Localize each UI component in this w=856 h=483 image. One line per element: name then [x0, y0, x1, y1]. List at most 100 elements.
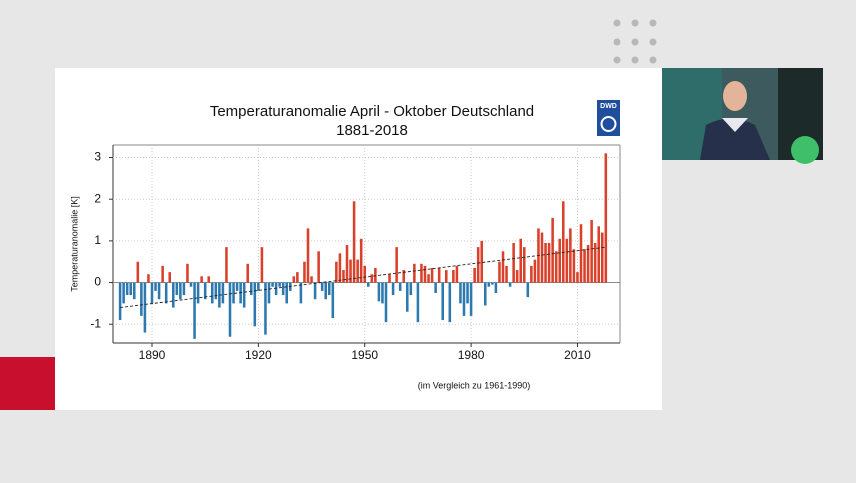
bar — [600, 232, 604, 283]
bar — [274, 282, 278, 296]
bar — [228, 282, 232, 337]
bar — [267, 282, 271, 304]
bar — [327, 282, 331, 296]
bar — [278, 282, 281, 287]
bar — [257, 282, 260, 291]
bar — [157, 282, 161, 300]
bar — [292, 276, 296, 283]
bar — [154, 282, 157, 291]
bar — [501, 251, 505, 283]
bar — [427, 274, 430, 283]
bar — [413, 263, 416, 283]
bar — [547, 242, 551, 283]
bar — [530, 265, 533, 283]
bar — [225, 247, 228, 283]
bar — [487, 282, 491, 287]
bar — [285, 282, 289, 304]
bar — [164, 282, 168, 304]
x-tick-label: 1950 — [351, 348, 378, 362]
bar — [381, 282, 384, 304]
bar — [551, 217, 554, 283]
bar — [494, 282, 498, 293]
bar — [352, 201, 356, 283]
bar — [448, 282, 452, 323]
bar — [203, 282, 207, 300]
bar — [519, 238, 523, 283]
bar — [281, 282, 285, 296]
bar — [313, 282, 317, 300]
bar — [459, 282, 462, 304]
bar — [320, 282, 324, 291]
bar — [193, 282, 196, 339]
bar — [565, 238, 569, 283]
bar — [544, 242, 547, 283]
bar — [444, 270, 448, 283]
bar — [200, 276, 203, 283]
bar — [554, 251, 558, 283]
bar — [335, 261, 338, 283]
bar — [416, 282, 420, 323]
bar — [317, 251, 320, 283]
bar — [299, 282, 303, 304]
bar — [182, 282, 186, 296]
trend-line — [120, 246, 606, 309]
bar — [526, 282, 530, 298]
bar — [296, 272, 299, 283]
chart-subtitle: 1881-2018 — [336, 122, 408, 139]
y-tick-label: 3 — [94, 150, 101, 164]
x-tick-label: 2010 — [564, 348, 591, 362]
bar — [214, 282, 218, 300]
bar — [366, 282, 370, 287]
bar — [498, 261, 501, 283]
bar — [409, 282, 413, 296]
bar — [466, 282, 469, 304]
bar — [374, 267, 377, 283]
bar — [430, 267, 434, 283]
bar — [168, 272, 172, 283]
bar — [324, 282, 328, 300]
bar — [505, 265, 508, 283]
y-tick-label: -1 — [90, 316, 101, 330]
bar — [569, 228, 572, 283]
bar — [522, 247, 526, 283]
bar — [384, 282, 388, 323]
bar — [359, 238, 363, 283]
bar — [179, 282, 182, 300]
bar — [150, 282, 154, 304]
bar — [441, 282, 445, 321]
bar — [561, 201, 565, 283]
bar — [171, 282, 175, 308]
logo-swirl — [600, 116, 617, 132]
bar — [342, 270, 345, 283]
bar — [476, 247, 480, 283]
bar — [576, 272, 579, 283]
bar — [196, 282, 200, 304]
bar — [232, 282, 235, 304]
bar — [338, 253, 342, 283]
bar — [306, 228, 310, 283]
bar — [175, 282, 179, 296]
bar — [207, 276, 211, 283]
bar — [533, 259, 537, 283]
bar — [132, 282, 136, 300]
bar — [540, 232, 544, 283]
bar — [391, 282, 395, 296]
bar — [356, 259, 359, 283]
red-block — [0, 357, 55, 410]
bar — [515, 270, 519, 283]
bar — [118, 282, 122, 321]
y-tick-label: 0 — [94, 275, 101, 289]
bar — [189, 282, 193, 287]
bar — [405, 282, 409, 312]
bar — [235, 282, 239, 291]
bar — [455, 265, 459, 283]
x-tick-label: 1980 — [458, 348, 485, 362]
bar — [480, 240, 484, 283]
logo-text: DWD — [600, 103, 617, 110]
bar — [583, 249, 586, 283]
bar — [345, 245, 349, 283]
bar — [579, 224, 583, 283]
bar — [597, 226, 601, 283]
y-tick-label: 2 — [94, 191, 101, 205]
bar — [271, 282, 274, 287]
